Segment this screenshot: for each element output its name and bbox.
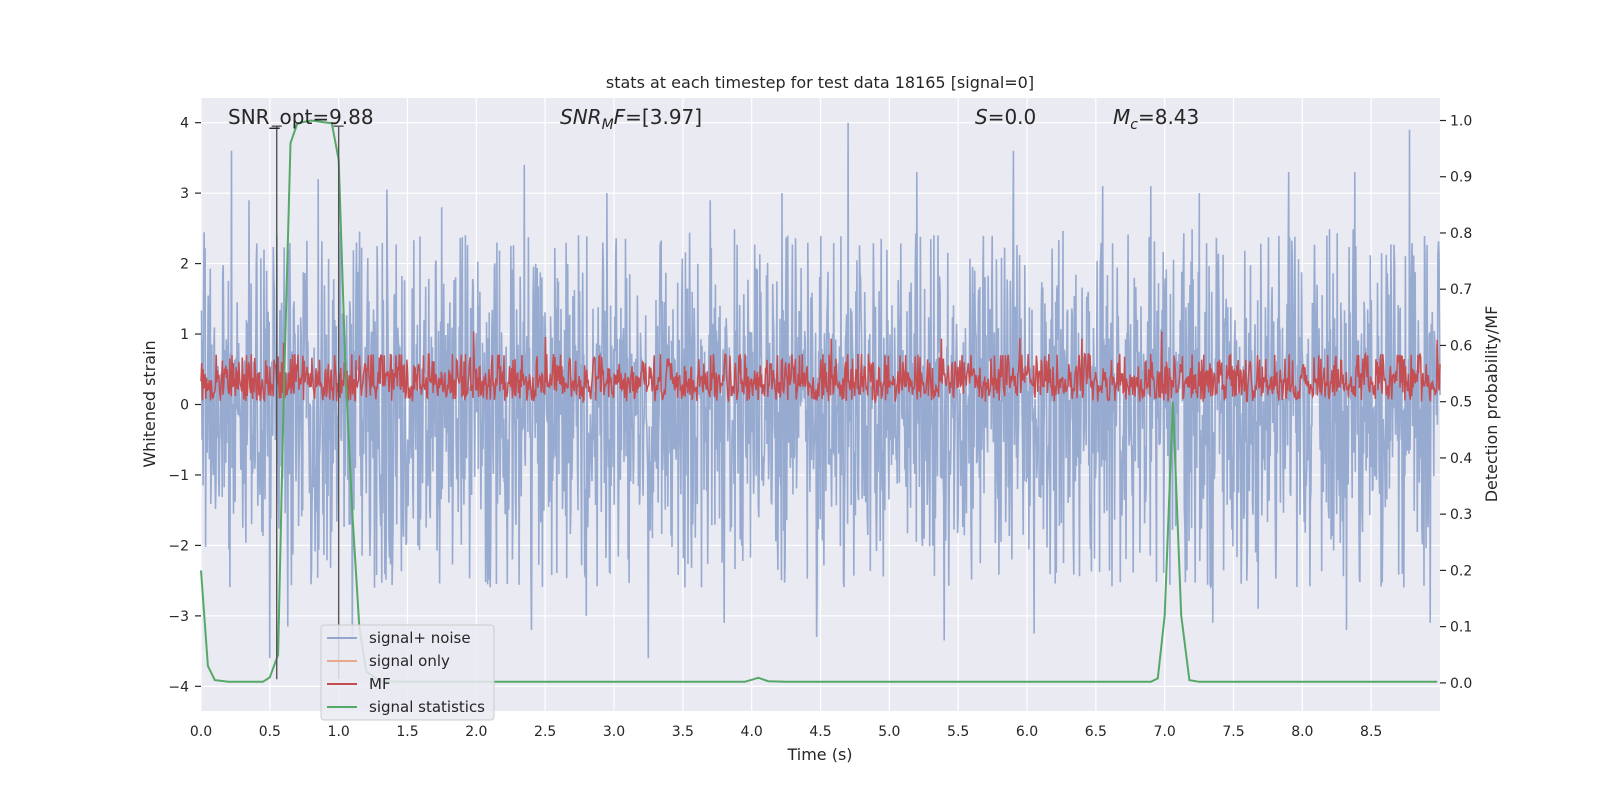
series-signal-noise [200, 122, 1441, 659]
y-axis-ticks: 4 3 2 1 0 −1 −2 −3 −4 [168, 116, 201, 695]
legend-label-signal-only: signal only [369, 652, 450, 670]
y-right-tick-label: 0.9 [1450, 170, 1472, 186]
x-tick-label: 2.5 [534, 724, 556, 740]
annotation-s: S=0.0 [975, 105, 1036, 129]
y-right-tick-label: 0.1 [1450, 620, 1472, 636]
annotation-snr-mf-symbol: SNR [560, 105, 602, 129]
x-tick-label: 4.0 [741, 724, 763, 740]
x-axis-ticks: 0.0 0.5 1.0 1.5 2.0 2.5 3.0 3.5 4.0 4.5 5.0 5.5 6.0 6… [190, 724, 1382, 740]
annotation-snr-mf-subscript: M [602, 117, 614, 133]
annotation-mc: Mc=8.43 [1113, 105, 1199, 133]
x-tick-label: 3.0 [603, 724, 625, 740]
y-tick-label: −1 [168, 468, 189, 484]
y-axis-right-ticks: 1.0 0.9 0.8 0.7 0.6 0.5 0.4 0.3 0.2 0.1 0.0 [1440, 113, 1472, 692]
annotation-snr-opt: SNR_opt=9.88 [228, 105, 374, 129]
x-tick-label: 5.5 [947, 724, 969, 740]
series-mf [200, 331, 1441, 404]
x-tick-label: 1.5 [396, 724, 418, 740]
x-tick-label: 7.0 [1154, 724, 1176, 740]
x-tick-label: 6.0 [1016, 724, 1038, 740]
y-right-tick-label: 0.2 [1450, 563, 1472, 579]
annotation-s-symbol: S [975, 105, 988, 129]
x-tick-label: 8.0 [1291, 724, 1313, 740]
y-tick-label: −3 [168, 609, 189, 625]
series-line-signal-noise [200, 122, 1441, 659]
y-tick-label: −2 [168, 538, 189, 554]
chart-title: stats at each timestep for test data 181… [606, 73, 1034, 92]
y-tick-label: 3 [180, 186, 189, 202]
x-tick-label: 1.0 [328, 724, 350, 740]
y-tick-label: 0 [180, 398, 189, 414]
y-axis-label: Whitened strain [140, 340, 159, 467]
annotation-s-value: =0.0 [988, 105, 1037, 129]
y-tick-label: −4 [168, 679, 189, 695]
y-tick-label: 2 [180, 257, 189, 273]
x-tick-label: 4.5 [809, 724, 831, 740]
x-axis-label: Time (s) [786, 745, 852, 764]
y-tick-label: 1 [180, 327, 189, 343]
x-tick-label: 8.5 [1360, 724, 1382, 740]
x-tick-label: 5.0 [878, 724, 900, 740]
x-tick-label: 7.5 [1222, 724, 1244, 740]
snr-markers [271, 125, 344, 680]
legend-box [320, 624, 495, 721]
y-right-tick-label: 1.0 [1450, 113, 1472, 129]
y-right-tick-label: 0.7 [1450, 282, 1472, 298]
legend-label-mf: MF [369, 675, 391, 693]
y-right-tick-label: 0.6 [1450, 338, 1472, 354]
x-tick-label: 6.5 [1085, 724, 1107, 740]
x-tick-label: 3.5 [672, 724, 694, 740]
annotation-mc-subscript: c [1130, 117, 1138, 133]
annotation-snr-mf-value: =[3.97] [625, 105, 702, 129]
y-right-tick-label: 0.8 [1450, 226, 1472, 242]
annotation-snr-mf: SNRMF=[3.97] [560, 105, 702, 133]
x-tick-label: 0.5 [259, 724, 281, 740]
annotation-snr-mf-tail: F [614, 105, 626, 129]
annotation-mc-value: =8.43 [1138, 105, 1199, 129]
y-right-tick-label: 0.5 [1450, 395, 1472, 411]
y-right-tick-label: 0.4 [1450, 451, 1472, 467]
y-tick-label: 4 [180, 116, 189, 132]
series-line-mf [200, 331, 1441, 404]
y-right-tick-label: 0.3 [1450, 507, 1472, 523]
annotation-mc-symbol: M [1113, 105, 1130, 129]
x-tick-label: 0.0 [190, 724, 212, 740]
y-axis-right-label: Detection probability/MF [1482, 306, 1501, 503]
legend-label-signal-noise: signal+ noise [369, 629, 471, 647]
y-right-tick-label: 0.0 [1450, 676, 1472, 692]
legend: signal+ noise signal only MF signal stat… [320, 624, 495, 721]
legend-label-signal-statistics: signal statistics [369, 698, 485, 716]
x-tick-label: 2.0 [465, 724, 487, 740]
